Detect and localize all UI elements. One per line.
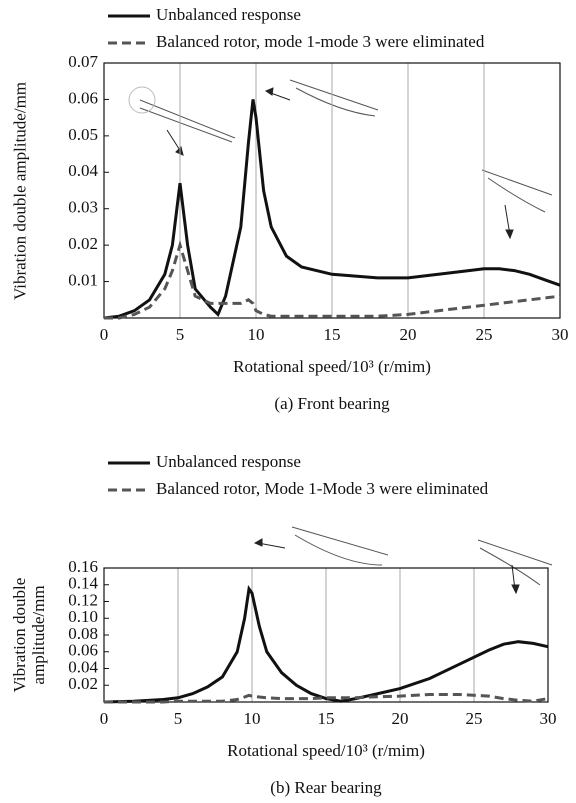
y-tick-label: 0.14 <box>68 574 98 593</box>
x-tick-label: 15 <box>318 709 335 728</box>
y-tick-label: 0.16 <box>68 557 98 576</box>
x-tick-label: 15 <box>324 325 341 344</box>
x-tick-label: 0 <box>100 325 109 344</box>
y-tick-label: 0.10 <box>68 607 98 626</box>
x-tick-label: 5 <box>174 709 183 728</box>
plot-frame <box>103 62 561 319</box>
y-tick-label: 0.08 <box>68 624 98 643</box>
y-tick-label: 0.02 <box>68 234 98 253</box>
x-tick-label: 30 <box>552 325 569 344</box>
data-line <box>104 239 561 320</box>
x-tick-label: 20 <box>400 325 417 344</box>
legend-label: Unbalanced response <box>156 452 301 471</box>
caption: (b) Rear bearing <box>270 778 382 797</box>
data-line <box>103 99 561 320</box>
x-tick-label: 25 <box>466 709 483 728</box>
x-axis-label: Rotational speed/10³ (r/mim) <box>233 357 431 376</box>
y-axis-label: Vibration double amplitude/mm <box>10 577 48 693</box>
legend-label: Balanced rotor, Mode 1-Mode 3 were elimi… <box>156 479 489 498</box>
y-tick-label: 0.07 <box>68 52 98 71</box>
x-tick-label: 20 <box>392 709 409 728</box>
y-tick-label: 0.02 <box>68 674 98 693</box>
x-tick-label: 10 <box>244 709 261 728</box>
x-tick-label: 10 <box>248 325 265 344</box>
legend-label: Unbalanced response <box>156 5 301 24</box>
y-axis-label: Vibration double amplitude/mm <box>10 81 29 300</box>
y-tick-label: 0.03 <box>68 198 98 217</box>
y-tick-label: 0.01 <box>68 270 98 289</box>
y-tick-label: 0.12 <box>68 590 98 609</box>
legend-label: Balanced rotor, mode 1-mode 3 were elimi… <box>156 32 485 51</box>
caption: (a) Front bearing <box>274 394 390 413</box>
x-tick-label: 0 <box>100 709 109 728</box>
plot-frame <box>103 567 549 703</box>
data-line <box>104 693 549 704</box>
x-axis-label: Rotational speed/10³ (r/mim) <box>227 741 425 760</box>
y-tick-label: 0.04 <box>68 161 98 180</box>
y-tick-label: 0.06 <box>68 88 98 107</box>
y-tick-label: 0.05 <box>68 125 98 144</box>
x-tick-label: 5 <box>176 325 185 344</box>
y-tick-label: 0.06 <box>68 641 98 660</box>
x-tick-label: 25 <box>476 325 493 344</box>
x-tick-label: 30 <box>540 709 557 728</box>
y-tick-label: 0.04 <box>68 657 98 676</box>
data-line <box>103 585 549 704</box>
